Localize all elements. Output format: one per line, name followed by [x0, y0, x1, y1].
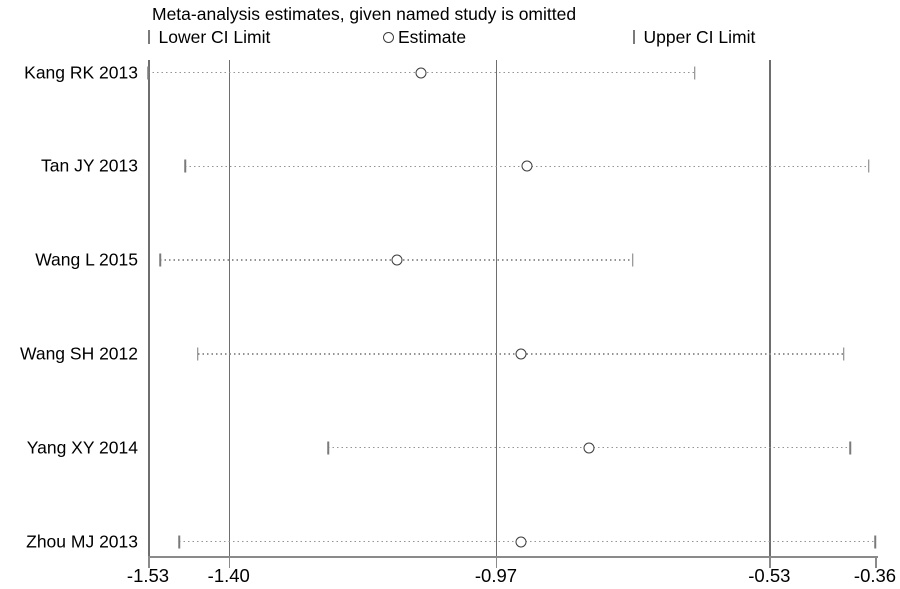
legend-item-upper-ci: Upper CI Limit — [633, 27, 755, 47]
lower-ci-limit-icon — [148, 30, 150, 44]
upper-ci-tick — [843, 347, 845, 361]
estimate-marker — [391, 254, 403, 266]
x-axis-tick — [495, 558, 498, 568]
x-tick-label: -0.36 — [853, 565, 897, 586]
legend-item-estimate: Estimate — [383, 27, 466, 47]
x-tick-label: -0.53 — [748, 565, 791, 586]
legend-upper-ci-label: Upper CI Limit — [643, 26, 756, 47]
legend-estimate-label: Estimate — [398, 26, 467, 47]
x-tick-label: -1.40 — [207, 565, 250, 586]
lower-ci-tick — [159, 253, 162, 267]
estimate-marker — [583, 442, 595, 454]
lower-ci-tick — [147, 66, 149, 79]
x-axis-tick — [228, 558, 231, 568]
upper-ci-tick — [868, 159, 870, 173]
x-tick-label: -0.97 — [474, 565, 518, 586]
x-axis-tick — [769, 558, 771, 568]
estimate-marker — [515, 348, 527, 360]
reference-line-overall-upper — [769, 60, 771, 556]
legend-item-lower-ci: Lower CI Limit — [148, 27, 270, 47]
chart-title: Meta-analysis estimates, given named stu… — [152, 4, 577, 24]
lower-ci-tick — [196, 347, 199, 361]
study-label: Tan JY 2013 — [41, 155, 138, 176]
lower-ci-tick — [178, 535, 180, 548]
estimate-marker — [521, 160, 533, 172]
reference-line-overall-estimate — [495, 60, 498, 556]
study-label: Zhou MJ 2013 — [26, 531, 138, 551]
upper-ci-tick — [694, 66, 696, 79]
ci-dotted-line — [179, 540, 875, 543]
study-label: Yang XY 2014 — [26, 437, 138, 458]
estimate-marker — [515, 536, 527, 547]
reference-line-overall-lower — [228, 60, 231, 556]
study-label: Wang L 2015 — [35, 249, 138, 270]
lower-ci-tick — [184, 159, 187, 173]
study-label: Kang RK 2013 — [24, 62, 138, 82]
upper-ci-limit-icon — [633, 30, 635, 44]
legend-lower-ci-label: Lower CI Limit — [158, 26, 271, 47]
estimate-circle-icon — [383, 31, 394, 43]
upper-ci-tick — [849, 441, 851, 455]
upper-ci-tick — [874, 535, 876, 548]
y-axis-line — [148, 60, 150, 556]
study-label: Wang SH 2012 — [19, 343, 138, 364]
upper-ci-tick — [631, 253, 634, 267]
x-axis-line — [148, 556, 878, 558]
x-axis-tick — [875, 558, 877, 568]
x-axis-tick — [148, 558, 150, 568]
lower-ci-tick — [327, 441, 329, 455]
x-tick-label: -1.53 — [126, 565, 170, 586]
estimate-marker — [415, 67, 427, 78]
